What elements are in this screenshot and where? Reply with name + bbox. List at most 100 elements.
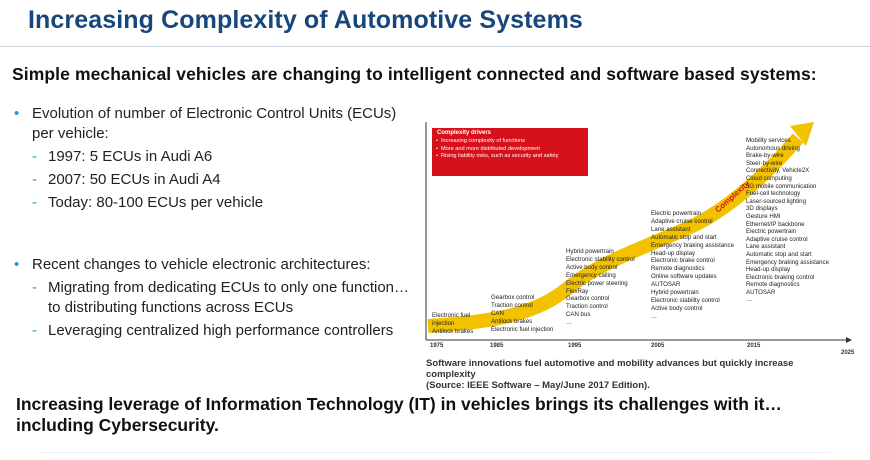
era-item: Laser-sourced lighting: [746, 197, 806, 205]
sub-bullet: - Leveraging centralized high performanc…: [12, 321, 412, 341]
era-item: Cloud computing: [746, 174, 792, 182]
era-item: Hybrid powertrain: [566, 248, 614, 255]
era-item: Fuel-cell technology: [746, 190, 801, 198]
era-item: Connectivity, Vehicle2X: [746, 167, 810, 175]
era-item: Antilock brakes: [432, 327, 474, 335]
era-item: CAN: [491, 309, 504, 317]
era-item: CAN bus: [566, 311, 591, 319]
era-item: Ethernet/IP backbone: [746, 220, 805, 228]
slide-subtitle: Simple mechanical vehicles are changing …: [12, 64, 817, 84]
caption-source: (Source: IEEE Software – May/June 2017 E…: [426, 380, 650, 391]
bullet-text: Recent changes to vehicle electronic arc…: [32, 256, 371, 273]
slide-title: Increasing Complexity of Automotive Syst…: [28, 6, 583, 34]
era-item: …: [746, 296, 753, 304]
bullet-dot-icon: •: [14, 256, 20, 273]
era-item: Electronic fuel injection: [491, 325, 554, 333]
era-item: Gesture HMI: [746, 212, 781, 220]
complexity-drivers-box: Complexity drivers Increasing complexity…: [432, 128, 588, 176]
era-item: Electronic stability control: [566, 255, 635, 263]
sub-bullet-text: 1997: 5 ECUs in Audi A6: [48, 148, 213, 165]
era-item: Electric power steering: [566, 279, 628, 287]
era-item: Electronic braking control: [746, 273, 815, 281]
era-1995-list: Hybrid powertrain Electronic stability c…: [566, 248, 635, 327]
driver-item: Rising liability risks, such as security…: [432, 153, 588, 161]
dash-icon: -: [32, 322, 37, 339]
year-label: 1975: [430, 343, 444, 349]
x-axis-arrowhead: [846, 337, 852, 343]
era-1975-list: Electronic fuel injection Antilock brake…: [432, 312, 473, 336]
era-item: Head-up display: [651, 249, 696, 257]
era-item: Mobility services: [746, 137, 791, 144]
era-item: Remote diagnostics: [746, 281, 800, 289]
era-item: Steer-by-wire: [746, 159, 783, 167]
dash-icon: -: [32, 171, 37, 188]
era-item: Electric powertrain: [651, 210, 702, 217]
sub-bullet-text: 2007: 50 ECUs in Audi A4: [48, 171, 221, 188]
era-item: Emergency calling: [566, 271, 616, 279]
era-item: Active body control: [651, 304, 703, 312]
complexity-arrowhead: [790, 122, 814, 146]
era-item: Electric powertrain: [746, 228, 797, 236]
era-item: Remote diagnostics: [651, 265, 705, 273]
year-label: 2025: [841, 350, 855, 356]
era-item: Hybrid powertrain: [651, 289, 699, 297]
driver-item: More and more distributed development: [432, 146, 588, 154]
complexity-arrow: [427, 133, 804, 333]
era-item: 5G mobile communication: [746, 182, 817, 190]
era-item: Emergency braking assistance: [746, 258, 829, 266]
drivers-title: Complexity drivers: [437, 130, 492, 136]
figure-graphics: Complexity: [425, 122, 852, 343]
era-item: Automatic stop and start: [746, 250, 812, 258]
sub-bullet: - Migrating from dedicating ECUs to only…: [12, 278, 412, 318]
era-item: Adaptive cruise control: [651, 217, 713, 225]
bullet-architecture-changes: • Recent changes to vehicle electronic a…: [12, 255, 412, 275]
era-item: Electronic fuel: [432, 312, 471, 319]
era-item: Traction control: [491, 301, 533, 309]
driver-item: Increasing complexity of functions: [432, 138, 588, 146]
era-item: injection: [432, 319, 455, 327]
dash-icon: -: [32, 148, 37, 165]
era-item: Electronic stability control: [651, 296, 720, 304]
era-item: FlexRay: [566, 287, 589, 295]
dash-icon: -: [32, 194, 37, 211]
bottom-divider: [40, 452, 830, 453]
sub-bullet-text: Leveraging centralized high performance …: [48, 322, 394, 339]
era-item: 3D displays: [746, 205, 778, 213]
era-item: AUTOSAR: [651, 281, 681, 289]
bullet-ecu-evolution: • Evolution of number of Electronic Cont…: [12, 104, 412, 144]
era-item: Automatic stop and start: [651, 233, 717, 241]
sub-bullet-text: Migrating from dedicating ECUs to only o…: [48, 279, 410, 316]
era-item: Lane assistant: [651, 225, 691, 233]
era-item: Gearbox control: [566, 295, 610, 303]
era-item: Emergency braking assistance: [651, 241, 734, 249]
era-item: Online software updates: [651, 273, 717, 281]
sub-bullet: - 2007: 50 ECUs in Audi A4: [12, 170, 412, 190]
era-item: Brake-by-wire: [746, 152, 784, 160]
era-2015-list: Mobility services Autonomous driving Bra…: [746, 137, 829, 304]
year-label: 1995: [568, 343, 582, 349]
sub-bullet: - 1997: 5 ECUs in Audi A6: [12, 147, 412, 167]
era-2005-list: Electric powertrain Adaptive cruise cont…: [651, 210, 734, 321]
era-item: Autonomous driving: [746, 144, 800, 152]
era-item: …: [566, 319, 573, 327]
era-item: …: [651, 312, 658, 320]
era-item: Active body control: [566, 263, 618, 271]
era-item: Adaptive cruise control: [746, 235, 808, 243]
slide-footer-statement: Increasing leverage of Information Techn…: [16, 394, 782, 435]
complexity-figure: Complexity Complexity drivers Increasing…: [418, 118, 863, 393]
year-label: 2005: [651, 343, 665, 349]
bullet-dot-icon: •: [14, 105, 20, 122]
year-label: 2015: [747, 343, 761, 349]
bullet-list: • Evolution of number of Electronic Cont…: [12, 104, 412, 341]
era-item: Head-up display: [746, 266, 791, 274]
era-item: AUTOSAR: [746, 288, 776, 296]
title-divider: [0, 46, 870, 47]
sub-bullet-text: Today: 80-100 ECUs per vehicle: [48, 194, 264, 211]
era-item: Antilock brakes: [491, 317, 533, 325]
bullet-text: Evolution of number of Electronic Contro…: [32, 105, 397, 142]
figure-caption: Software innovations fuel automotive and…: [426, 358, 826, 391]
era-item: Traction control: [566, 303, 608, 311]
era-item: Gearbox control: [491, 294, 535, 301]
sub-bullet: - Today: 80-100 ECUs per vehicle: [12, 193, 412, 213]
year-label: 1985: [490, 343, 504, 349]
